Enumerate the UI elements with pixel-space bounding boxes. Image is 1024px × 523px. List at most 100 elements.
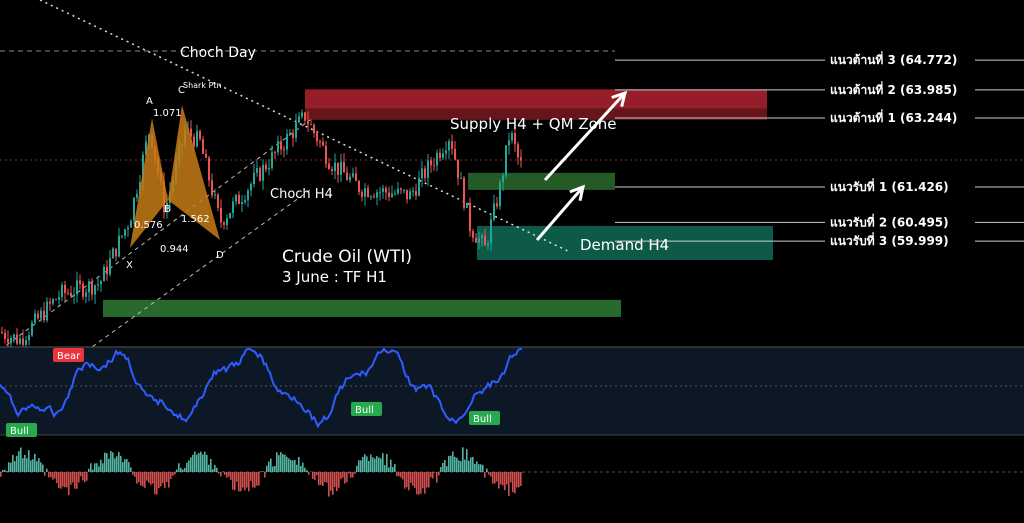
hist-bar — [86, 472, 88, 481]
hist-bar — [228, 472, 230, 477]
hist-bar — [118, 451, 120, 472]
hist-bar — [232, 472, 234, 490]
hist-bar — [434, 472, 436, 473]
candle-body — [40, 310, 42, 319]
hist-bar — [62, 472, 64, 487]
candle-body — [277, 141, 279, 153]
hist-bar — [144, 472, 146, 488]
candle-body — [211, 180, 213, 196]
candle-body — [4, 333, 6, 339]
candle-body — [280, 141, 282, 150]
hist-bar — [152, 472, 154, 484]
hist-bar — [210, 458, 212, 472]
candle-body — [73, 294, 75, 297]
candle-body — [58, 296, 60, 300]
candle-body — [250, 184, 252, 191]
hist-bar — [96, 463, 98, 472]
candle-body — [289, 132, 291, 135]
hist-bar — [476, 461, 478, 472]
hist-bar — [422, 472, 424, 489]
candle-body — [55, 299, 57, 301]
choch-day-label: Choch Day — [180, 45, 256, 61]
candle-body — [424, 168, 426, 178]
hist-bar — [4, 469, 6, 472]
candle-body — [247, 190, 249, 201]
candle-body — [514, 132, 516, 145]
hist-bar — [192, 454, 194, 472]
hist-bar — [344, 472, 346, 484]
harmonic-ratio: 1.071 — [153, 108, 182, 119]
candle-body — [271, 152, 273, 168]
hist-bar — [108, 458, 110, 472]
hist-bar — [220, 472, 222, 477]
hist-bar — [276, 452, 278, 472]
level-label: แนวต้านที่ 1 (63.244) — [830, 109, 957, 125]
candle-body — [76, 280, 78, 295]
hist-bar — [244, 472, 246, 491]
hist-bar — [390, 459, 392, 472]
hist-bar — [40, 462, 42, 472]
candle-body — [49, 301, 51, 304]
hist-bar — [308, 472, 310, 475]
hist-bar — [478, 464, 480, 472]
hist-bar — [120, 455, 122, 472]
hist-bar — [8, 462, 10, 472]
hist-bar — [426, 472, 428, 488]
hist-bar — [404, 472, 406, 489]
harmonic-point-b: B — [164, 204, 171, 215]
candle-body — [238, 194, 240, 204]
candle-body — [202, 139, 204, 154]
up-arrow — [543, 91, 627, 182]
hist-bar — [174, 472, 176, 475]
hist-bar — [496, 472, 498, 482]
hist-bar — [484, 472, 486, 478]
candle-body — [505, 145, 507, 176]
hist-bar — [142, 472, 144, 487]
hist-bar — [106, 453, 108, 472]
hist-bar — [302, 462, 304, 472]
hist-bar — [242, 472, 244, 488]
candle-body — [142, 154, 144, 183]
hist-bar — [22, 458, 24, 472]
hist-bar — [362, 456, 364, 472]
hist-bar — [414, 472, 416, 488]
candle-body — [469, 202, 471, 232]
harmonic-wing-bcd — [168, 105, 220, 240]
candle-body — [265, 164, 267, 170]
candle-body — [298, 116, 300, 123]
hist-bar — [238, 472, 240, 492]
signal-badge-label: Bull — [355, 405, 374, 416]
candle-body — [448, 141, 450, 151]
hist-bar — [116, 456, 118, 472]
hist-bar — [392, 467, 394, 472]
hist-bar — [164, 472, 166, 489]
hist-bar — [258, 472, 260, 486]
hist-bar — [38, 458, 40, 472]
hist-bar — [442, 462, 444, 472]
level-label: แนวต้านที่ 2 (63.985) — [830, 81, 957, 97]
demand-zone-label: Demand H4 — [580, 236, 669, 254]
hist-bar — [346, 472, 348, 483]
candle-body — [235, 194, 237, 202]
hist-bar — [136, 472, 138, 484]
candle-body — [325, 145, 327, 164]
hist-bar — [500, 472, 502, 485]
hist-bar — [334, 472, 336, 487]
hist-bar — [288, 458, 290, 472]
candle-body — [244, 200, 246, 203]
hist-bar — [282, 453, 284, 472]
candle-body — [70, 292, 72, 297]
hist-bar — [254, 472, 256, 488]
candle-body — [130, 220, 132, 228]
hist-bar — [338, 472, 340, 488]
shark-pattern-label: Shark Ptn — [183, 81, 222, 90]
signal-badge — [469, 411, 500, 425]
candle-body — [232, 201, 234, 214]
hist-bar — [436, 472, 438, 483]
candle-body — [304, 112, 306, 121]
hist-bar — [182, 469, 184, 472]
hist-bar — [326, 472, 328, 483]
hist-bar — [470, 457, 472, 472]
candle-body — [253, 172, 255, 185]
hist-bar — [336, 472, 338, 492]
